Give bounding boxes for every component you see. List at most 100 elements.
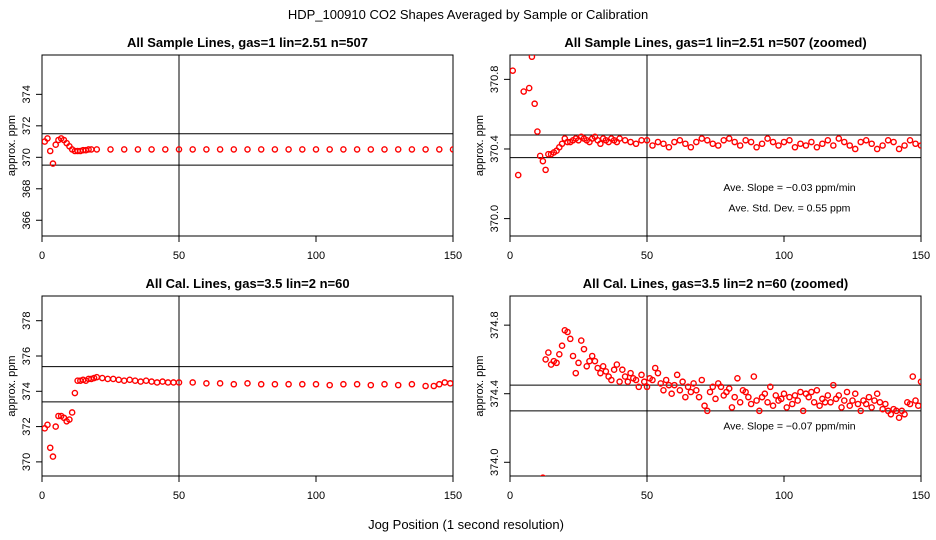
panel-title: All Sample Lines, gas=1 lin=2.51 n=507: [127, 35, 368, 50]
data-point: [660, 140, 667, 148]
data-point: [353, 146, 361, 153]
data-point: [838, 404, 845, 411]
data-point: [613, 361, 621, 368]
data-point: [851, 390, 859, 398]
data-point: [676, 386, 684, 394]
data-point: [435, 146, 443, 153]
data-point: [534, 128, 541, 135]
data-point: [638, 371, 645, 379]
y-axis-label: approx. ppm: [6, 355, 18, 416]
x-tick-label: 100: [307, 250, 325, 262]
data-point: [813, 386, 821, 394]
panel-title: All Cal. Lines, gas=3.5 lin=2 n=60: [145, 276, 349, 291]
data-point: [797, 388, 804, 396]
data-point: [553, 359, 560, 367]
data-point: [854, 400, 862, 408]
y-tick-label: 370.8: [489, 66, 501, 94]
data-point: [109, 375, 117, 383]
data-point: [687, 388, 695, 396]
data-point: [717, 383, 725, 391]
data-point: [580, 345, 588, 353]
data-point: [906, 400, 914, 408]
data-point: [649, 376, 656, 384]
data-point: [909, 373, 917, 380]
data-point: [772, 392, 780, 399]
data-point: [912, 397, 919, 404]
data-point: [788, 400, 796, 408]
data-point: [542, 166, 549, 174]
plot-frame: [509, 295, 922, 477]
data-point: [846, 402, 854, 410]
x-tick-label: 150: [444, 250, 462, 262]
data-point: [621, 373, 629, 380]
data-point: [890, 138, 897, 146]
plot-frame: [41, 295, 454, 477]
data-point: [353, 380, 361, 388]
data-point: [597, 369, 604, 377]
data-point: [203, 146, 210, 153]
data-point: [857, 138, 865, 146]
data-point: [539, 157, 547, 165]
data-point: [794, 397, 802, 404]
plot-frame: [41, 54, 454, 237]
x-tick-label: 0: [507, 490, 513, 502]
annotation-text: Ave. Std. Dev. = 0.55 ppm: [729, 203, 851, 215]
data-point: [71, 389, 79, 397]
y-tick-label: 374.0: [489, 449, 501, 477]
data-point: [120, 377, 128, 385]
data-point: [566, 335, 574, 343]
x-tick-label: 0: [39, 250, 45, 262]
data-point: [564, 328, 571, 336]
data-point: [137, 378, 144, 385]
data-point: [627, 138, 634, 146]
data-point: [917, 142, 921, 149]
data-point: [747, 138, 755, 146]
data-point: [673, 371, 681, 379]
data-point: [917, 378, 921, 386]
data-point: [906, 136, 914, 144]
x-tick-label: 100: [307, 490, 325, 502]
data-point: [901, 142, 908, 149]
data-point: [731, 393, 738, 401]
x-tick-label: 100: [775, 250, 793, 262]
data-point: [758, 140, 766, 148]
data-point: [731, 138, 738, 146]
data-point: [340, 146, 347, 153]
data-point: [189, 146, 196, 153]
data-point: [175, 379, 183, 386]
x-tick-label: 50: [641, 250, 653, 262]
data-point: [394, 146, 402, 153]
y-tick-label: 368: [21, 180, 33, 198]
data-point: [709, 383, 717, 391]
data-point: [827, 398, 834, 406]
data-point: [230, 380, 238, 388]
data-point: [230, 146, 238, 153]
data-point: [446, 380, 453, 387]
data-point: [540, 474, 546, 476]
data-point: [725, 385, 733, 392]
data-point: [865, 393, 873, 401]
y-tick-label: 370: [21, 148, 33, 166]
data-point: [367, 146, 375, 153]
data-point: [805, 393, 812, 401]
data-point: [742, 136, 749, 144]
data-point: [682, 393, 689, 401]
x-tick-label: 150: [444, 490, 462, 502]
data-point: [849, 397, 856, 404]
annotation-text: Ave. Slope = −0.03 ppm/min: [723, 182, 855, 194]
data-point: [753, 143, 760, 151]
data-point: [422, 382, 429, 390]
data-point: [750, 373, 758, 380]
data-point: [668, 390, 675, 398]
data-point: [780, 138, 788, 146]
data-point: [835, 135, 843, 142]
data-point: [161, 146, 169, 153]
y-tick-label: 366: [21, 211, 33, 229]
data-point: [901, 410, 908, 418]
data-point: [799, 407, 807, 415]
data-point: [676, 136, 684, 144]
data-point: [558, 342, 566, 350]
y-tick-label: 370.4: [489, 135, 501, 163]
data-point: [884, 136, 892, 144]
data-point: [298, 380, 306, 388]
